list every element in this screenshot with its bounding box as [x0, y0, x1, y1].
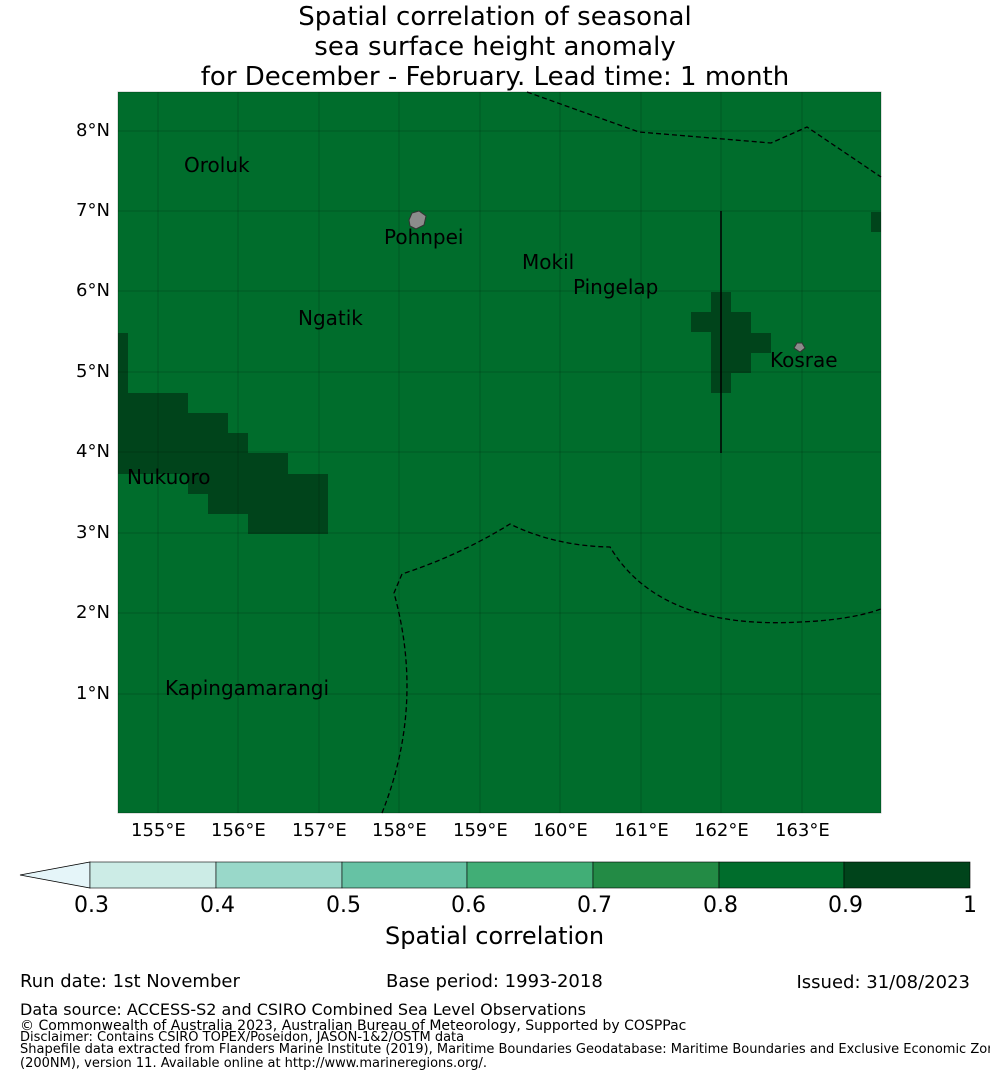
shapefile-credit-2: (200NM), version 11. Available online at…	[20, 1056, 488, 1071]
lon-label-155e: 155°E	[131, 820, 186, 841]
colorbar-extend-arrow	[19, 861, 91, 889]
issued-date: Issued: 31/08/2023	[796, 972, 970, 993]
colorbar-tick: 1	[963, 893, 977, 918]
lon-label-157e: 157°E	[292, 820, 347, 841]
lon-label-163e: 163°E	[775, 820, 830, 841]
eez-boundary-north	[526, 91, 882, 178]
colorbar-tick: 0.8	[703, 893, 738, 918]
lat-label-5n: 5°N	[76, 361, 110, 382]
data-source: Data source: ACCESS-S2 and CSIRO Combine…	[20, 1000, 586, 1019]
colorbar-bin	[843, 861, 971, 889]
place-label-kapingamarangi: Kapingamarangi	[165, 676, 330, 700]
title-line-3: for December - February. Lead time: 1 mo…	[200, 62, 790, 92]
colorbar-bin	[215, 861, 343, 889]
high-cell	[731, 312, 751, 373]
place-label-mokil: Mokil	[522, 250, 575, 274]
colorbar-tick: 0.3	[74, 893, 109, 918]
colorbar-bin	[89, 861, 217, 889]
copyright: © Commonwealth of Australia 2023, Austra…	[20, 1018, 687, 1034]
high-correlation-cells	[118, 212, 881, 534]
high-cell	[118, 393, 188, 474]
kosrae-island	[793, 342, 806, 353]
lon-label-158e: 158°E	[372, 820, 427, 841]
lat-label-3n: 3°N	[76, 522, 110, 543]
shapefile-credit-1: Shapefile data extracted from Flanders M…	[20, 1042, 990, 1057]
high-cell	[871, 212, 881, 232]
lat-label-6n: 6°N	[76, 280, 110, 301]
high-cell	[288, 474, 328, 534]
colorbar-tick: 0.9	[828, 893, 863, 918]
correlation-map	[19, 91, 971, 889]
lon-label-156e: 156°E	[211, 820, 266, 841]
title-line-2: sea surface height anomaly	[314, 32, 676, 62]
run-date: Run date: 1st November	[20, 971, 240, 992]
lon-label-159e: 159°E	[453, 820, 508, 841]
high-cell	[118, 333, 128, 393]
map-frame	[117, 91, 882, 814]
high-cell	[248, 453, 288, 534]
place-label-kosrae: Kosrae	[770, 348, 838, 372]
colorbar-bin	[466, 861, 594, 889]
eez-boundaries	[381, 91, 882, 814]
colorbar-label: Spatial correlation	[385, 922, 605, 950]
place-label-nukuoro: Nukuoro	[127, 465, 211, 489]
colorbar	[19, 861, 971, 889]
base-period: Base period: 1993-2018	[386, 971, 603, 992]
lat-label-1n: 1°N	[76, 683, 110, 704]
place-label-oroluk: Oroluk	[184, 153, 250, 177]
lon-label-162e: 162°E	[694, 820, 749, 841]
high-cell	[751, 333, 771, 353]
lat-label-4n: 4°N	[76, 441, 110, 462]
lon-label-161e: 161°E	[614, 820, 669, 841]
lon-label-160e: 160°E	[533, 820, 588, 841]
place-label-pingelap: Pingelap	[573, 275, 659, 299]
colorbar-tick: 0.6	[451, 893, 486, 918]
high-cell	[208, 433, 248, 514]
title-line-1: Spatial correlation of seasonal	[298, 2, 692, 32]
colorbar-bin	[341, 861, 468, 889]
pohnpei-island	[408, 210, 427, 230]
graticule	[118, 92, 881, 813]
eez-boundary-south	[381, 523, 882, 814]
chart-title: Spatial correlation of seasonal sea surf…	[0, 2, 990, 92]
lat-label-2n: 2°N	[76, 602, 110, 623]
colorbar-tick: 0.5	[326, 893, 361, 918]
place-label-ngatik: Ngatik	[298, 306, 363, 330]
colorbar-tick: 0.7	[577, 893, 612, 918]
colorbar-bin	[592, 861, 720, 889]
colorbar-tick: 0.4	[200, 893, 235, 918]
place-label-pohnpei: Pohnpei	[384, 225, 464, 249]
disclaimer: Disclaimer: Contains CSIRO TOPEX/Poseido…	[20, 1030, 465, 1045]
colorbar-bin	[718, 861, 845, 889]
lat-label-8n: 8°N	[76, 120, 110, 141]
lat-label-7n: 7°N	[76, 200, 110, 221]
